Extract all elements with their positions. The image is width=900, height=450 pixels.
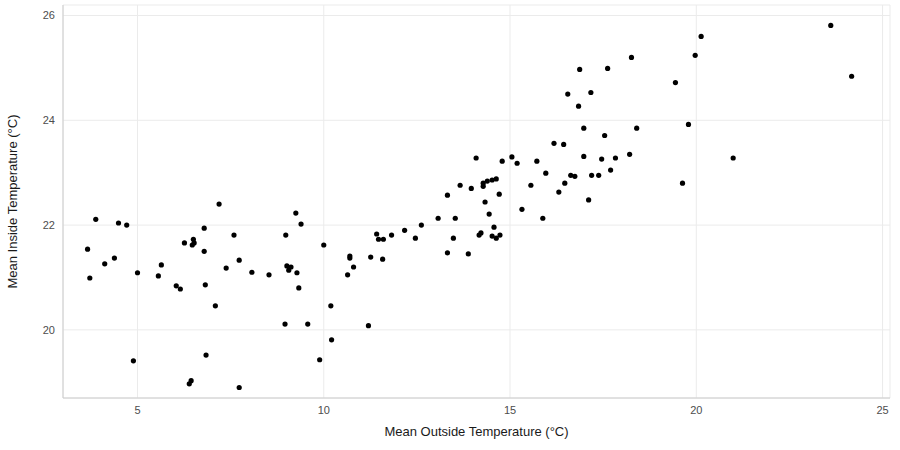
svg-text:20: 20 [690,404,702,416]
svg-text:Mean Inside Temperature (°C): Mean Inside Temperature (°C) [8,114,20,288]
svg-text:Mean Outside Temperature (°C): Mean Outside Temperature (°C) [384,424,568,439]
svg-text:22: 22 [43,219,55,231]
svg-text:24: 24 [43,114,55,126]
svg-text:15: 15 [504,404,516,416]
svg-text:25: 25 [876,404,888,416]
svg-text:26: 26 [43,9,55,21]
svg-text:20: 20 [43,324,55,336]
svg-text:5: 5 [134,404,140,416]
svg-text:10: 10 [318,404,330,416]
